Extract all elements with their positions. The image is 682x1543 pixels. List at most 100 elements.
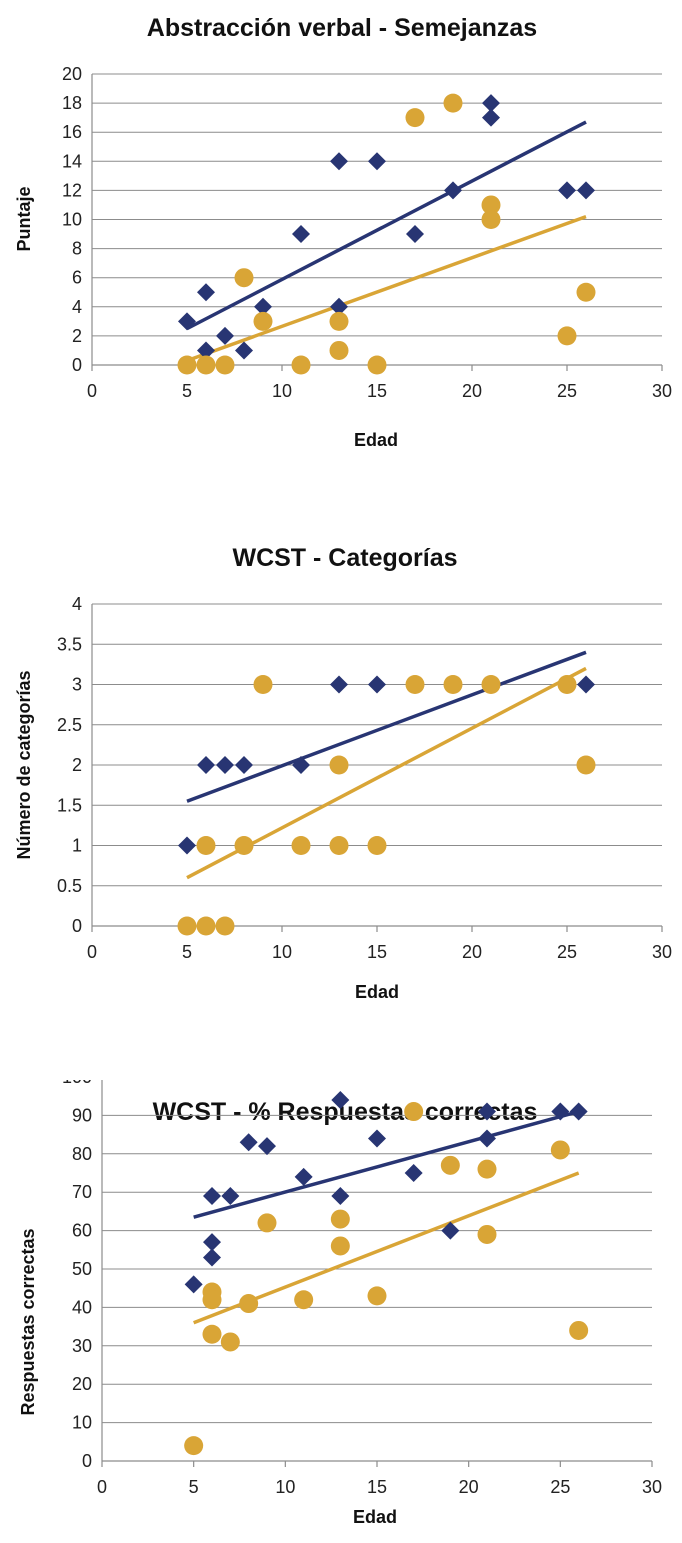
circle-data-point [234,836,254,855]
circle-data-point [196,916,216,936]
circle-data-point [329,836,349,855]
circle-data-point [569,1320,589,1340]
diamond-data-point [235,341,253,360]
diamond-data-point [441,1221,460,1240]
x-axis-label: Edad [353,1507,397,1527]
diamond-data-point [178,836,196,855]
circle-data-point [215,916,235,936]
chart-title: Abstracción verbal - Semejanzas [147,14,537,42]
y-tick-label: 6 [72,268,82,288]
circle-data-point [576,755,596,775]
circle-data-point [557,675,577,694]
diamond-data-point [569,1102,588,1121]
diamond-series-trendline [186,120,587,331]
circle-data-point [291,355,311,375]
circle-data-point [329,311,349,331]
x-tick-label: 15 [367,1477,387,1497]
scatter-chart-respuestas: WCST - % Respuestas correctas 0102030405… [18,1080,662,1527]
circle-data-point [367,836,387,855]
diamond-data-point [292,225,310,244]
y-tick-label: 8 [72,239,82,259]
y-tick-label: 0.5 [57,876,82,896]
y-tick-label: 20 [72,1374,92,1394]
x-tick-label: 30 [652,942,672,962]
y-tick-label: 12 [62,180,82,200]
diamond-data-point [551,1102,570,1121]
diamond-data-point [184,1275,203,1294]
circle-data-point [404,1102,424,1122]
diamond-data-point [330,675,348,694]
y-tick-label: 4 [72,594,82,614]
y-tick-label: 40 [72,1297,92,1317]
circle-data-point [294,1290,314,1310]
x-tick-label: 15 [367,942,387,962]
x-tick-label: 0 [97,1477,107,1497]
circle-data-point [405,108,425,128]
diamond-data-point [197,756,215,774]
diamond-data-point [258,1137,276,1156]
y-tick-label: 18 [62,93,82,113]
circle-data-point [239,1294,259,1314]
diamond-data-point [577,181,595,200]
scatter-chart-categorias: WCST - Categorías 0 0.5 1 1.5 2 2.5 3 3.5 4 0 5 10 1… [14,544,672,1002]
x-tick-label: 10 [272,942,292,962]
circle-data-point [330,1209,350,1229]
diamond-data-point [221,1187,240,1206]
x-tick-label: 20 [462,381,482,401]
circle-series-trendline [186,214,587,363]
circle-data-point [253,675,273,694]
diamond-data-point [203,1248,221,1267]
circle-data-point [220,1332,240,1352]
diamond-data-point [294,1167,313,1186]
diamond-data-point [203,1233,221,1252]
diamond-series-trendline [193,1109,580,1219]
x-tick-label: 25 [550,1477,570,1497]
diamond-data-point [197,341,215,360]
y-tick-label: 30 [72,1336,92,1356]
diamond-data-point [216,326,234,345]
circle-data-point [477,1224,497,1244]
circle-data-point [443,675,463,694]
y-tick-label: 60 [72,1221,92,1241]
circle-data-point [557,326,577,346]
circle-data-point [405,675,425,694]
circle-data-point [202,1324,222,1344]
y-tick-label: 14 [62,151,82,171]
circle-data-point [177,355,197,375]
chart-panel-categorias: WCST - Categorías 0 0.5 1 1.5 2 2.5 3 3.5 4 0 5 10 1… [0,520,682,1020]
diamond-data-point [558,181,576,200]
x-tick-label: 10 [275,1477,295,1497]
diamond-data-point [368,152,386,171]
diamond-data-point [292,756,310,774]
diamond-data-point [404,1164,423,1182]
y-tick-label: 50 [72,1259,92,1279]
scatter-chart-semejanzas: Abstracción verbal - Semejanzas 0 2 4 6 8 10 1… [14,14,672,450]
x-axis-label: Edad [355,982,399,1002]
diamond-data-point [482,94,500,113]
diamond-data-point [331,1091,350,1110]
y-tick-label: 2 [72,326,82,346]
diamond-data-point [444,181,462,200]
y-tick-label: 2 [72,755,82,775]
x-tick-label: 0 [87,942,97,962]
y-tick-label: 0 [82,1451,92,1471]
diamond-data-point [178,312,196,331]
diamond-data-point [331,1187,350,1206]
circle-data-point [234,268,254,288]
y-axis-label: Número de categorías [14,670,34,859]
y-tick-label: 4 [72,297,82,317]
circle-data-point [367,1286,387,1306]
y-tick-label: 1.5 [57,795,82,815]
x-tick-label: 15 [367,381,387,401]
x-tick-label: 30 [642,1477,662,1497]
circle-data-point [253,311,273,331]
y-tick-label: 16 [62,122,82,142]
diamond-series-trendline [186,650,587,803]
chart-panel-semejanzas: Abstracción verbal - Semejanzas 0 2 4 6 8 10 1… [0,0,682,460]
circle-data-point [440,1155,460,1175]
circle-data-point [330,1236,350,1256]
circle-series-trendline [186,666,587,880]
diamond-data-point [216,756,234,774]
y-tick-label: 90 [72,1105,92,1125]
x-tick-label: 5 [182,381,192,401]
